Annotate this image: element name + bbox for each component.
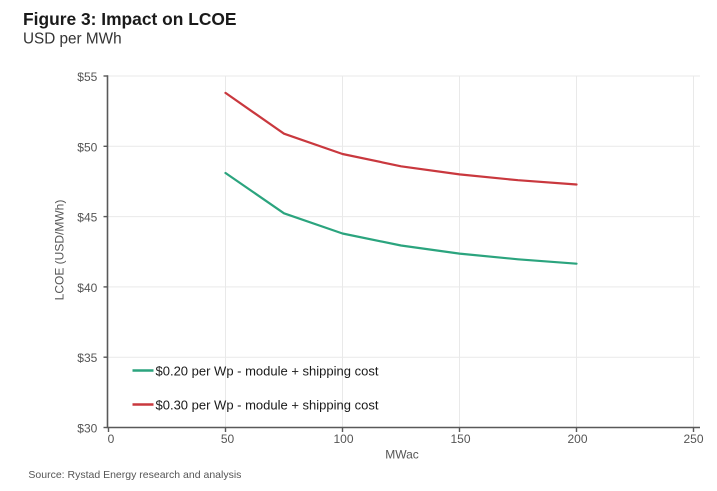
svg-text:100: 100 — [333, 432, 353, 446]
svg-text:$55: $55 — [77, 70, 97, 84]
svg-text:Source: Rystad Energy research: Source: Rystad Energy research and analy… — [28, 469, 241, 481]
svg-text:$0.20 per Wp - module + shippi: $0.20 per Wp - module + shipping cost — [156, 364, 379, 379]
svg-text:250: 250 — [683, 432, 703, 446]
svg-text:$50: $50 — [77, 140, 97, 154]
svg-text:50: 50 — [221, 432, 235, 446]
svg-text:$0.30 per Wp - module + shippi: $0.30 per Wp - module + shipping cost — [156, 398, 379, 413]
svg-text:$40: $40 — [77, 281, 97, 295]
svg-text:0: 0 — [108, 432, 115, 446]
svg-text:$35: $35 — [77, 351, 97, 365]
svg-text:Figure 3: Impact on LCOE: Figure 3: Impact on LCOE — [23, 9, 237, 29]
svg-text:$45: $45 — [77, 211, 97, 225]
svg-text:USD per MWh: USD per MWh — [23, 31, 122, 48]
svg-text:200: 200 — [567, 432, 587, 446]
svg-text:LCOE (USD/MWh): LCOE (USD/MWh) — [53, 200, 67, 301]
svg-text:$30: $30 — [77, 422, 97, 436]
svg-text:150: 150 — [450, 432, 470, 446]
svg-text:MWac: MWac — [385, 448, 419, 462]
